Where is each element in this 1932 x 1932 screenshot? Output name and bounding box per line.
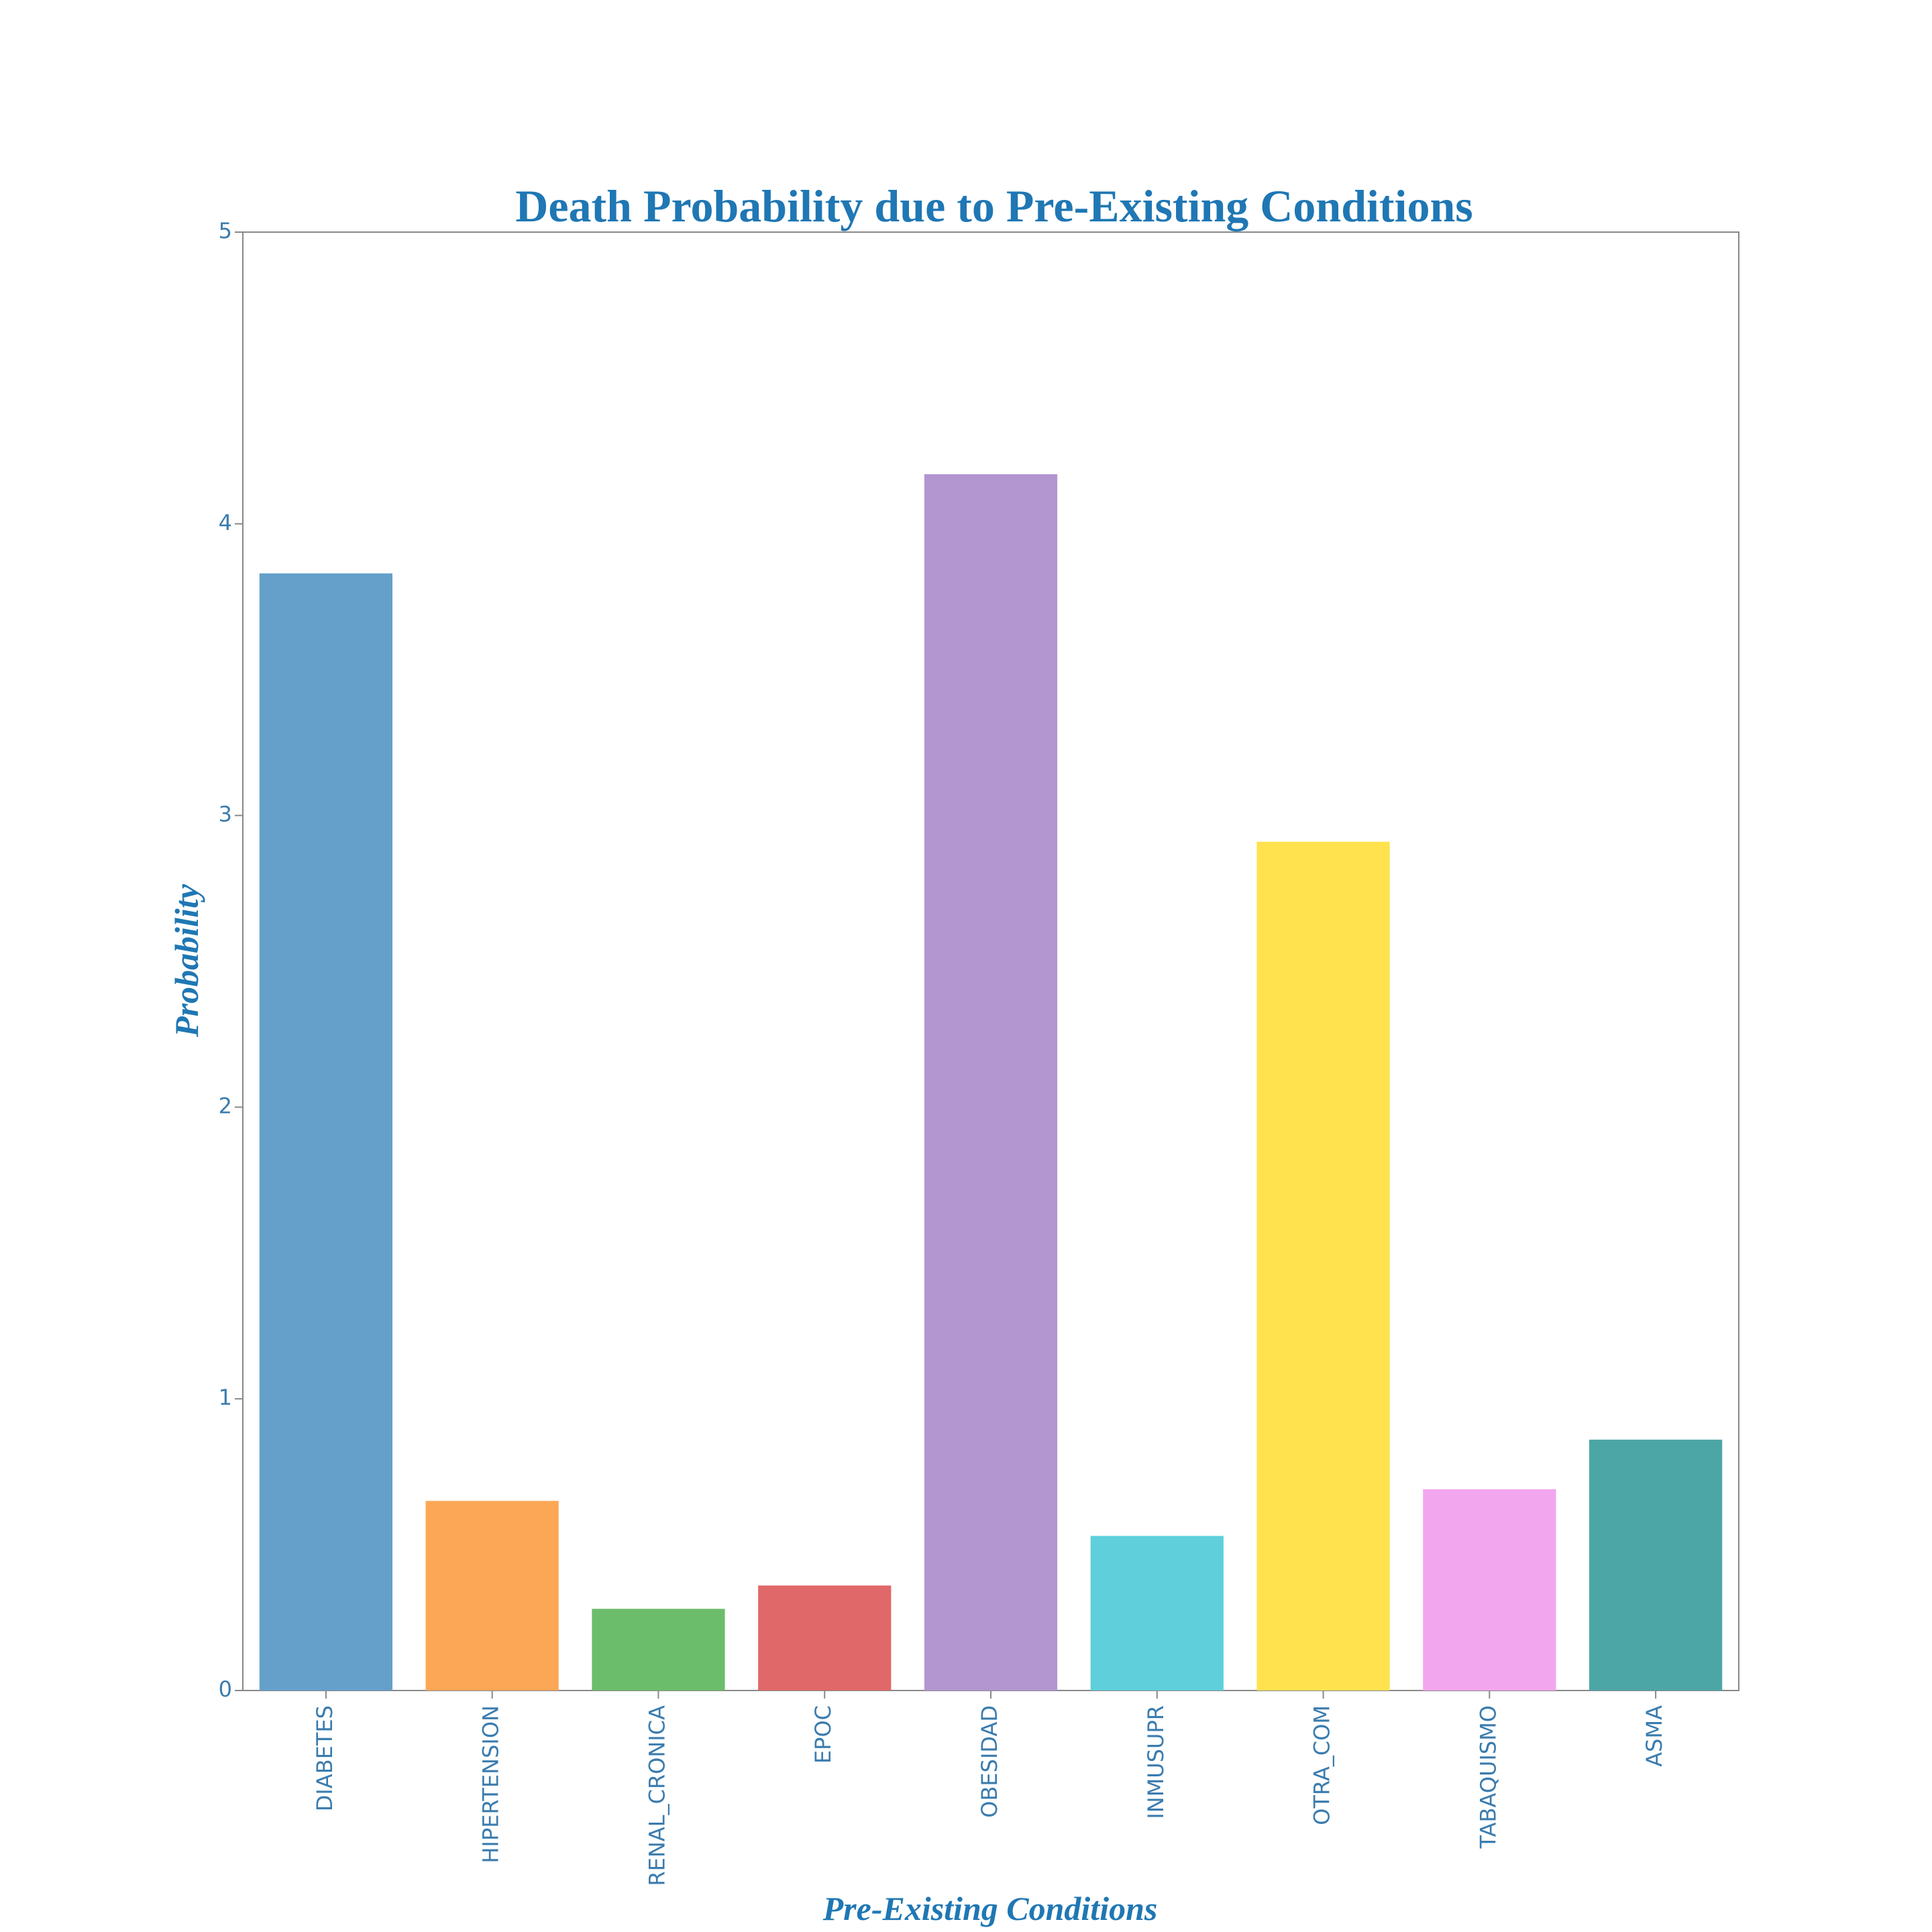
- x-axis: DIABETES HIPERTENSION RENAL_CRONICA EPOC OBE…: [312, 1690, 1667, 1886]
- bar-inmusupr: [1090, 1536, 1224, 1690]
- bar-hipertension: [425, 1501, 559, 1690]
- bars-group: [259, 474, 1723, 1690]
- y-tick-label: 5: [219, 218, 232, 244]
- bar-diabetes: [259, 573, 392, 1690]
- chart-title: Death Probability due to Pre-Existing Co…: [515, 180, 1473, 231]
- x-axis-label: Pre-Existing Conditions: [822, 1890, 1158, 1927]
- x-tick-label: EPOC: [810, 1705, 836, 1764]
- y-tick-label: 3: [219, 802, 232, 827]
- bar-otra-com: [1256, 841, 1390, 1690]
- x-tick-label: OTRA_COM: [1309, 1705, 1335, 1825]
- x-tick-label: RENAL_CRONICA: [644, 1705, 669, 1886]
- y-axis: 0 1 2 3 4 5: [219, 218, 243, 1702]
- x-tick-label: OBESIDAD: [977, 1705, 1002, 1818]
- bar-epoc: [758, 1585, 892, 1690]
- bar-asma: [1589, 1440, 1723, 1690]
- bar-renal-cronica: [592, 1609, 725, 1690]
- x-tick-label: INMUSUPR: [1143, 1705, 1169, 1819]
- bar-obesidad: [924, 474, 1058, 1690]
- y-tick-label: 1: [219, 1385, 232, 1410]
- x-tick-label: HIPERTENSION: [478, 1705, 504, 1864]
- y-tick-label: 0: [219, 1676, 232, 1702]
- y-tick-label: 4: [219, 510, 232, 535]
- x-tick-label: DIABETES: [312, 1705, 337, 1811]
- x-tick-label: ASMA: [1642, 1705, 1667, 1767]
- y-tick-label: 2: [219, 1093, 232, 1118]
- x-tick-label: TABAQUISMO: [1475, 1705, 1501, 1849]
- y-axis-label: Probability: [168, 883, 205, 1038]
- bar-tabaquismo: [1423, 1489, 1556, 1690]
